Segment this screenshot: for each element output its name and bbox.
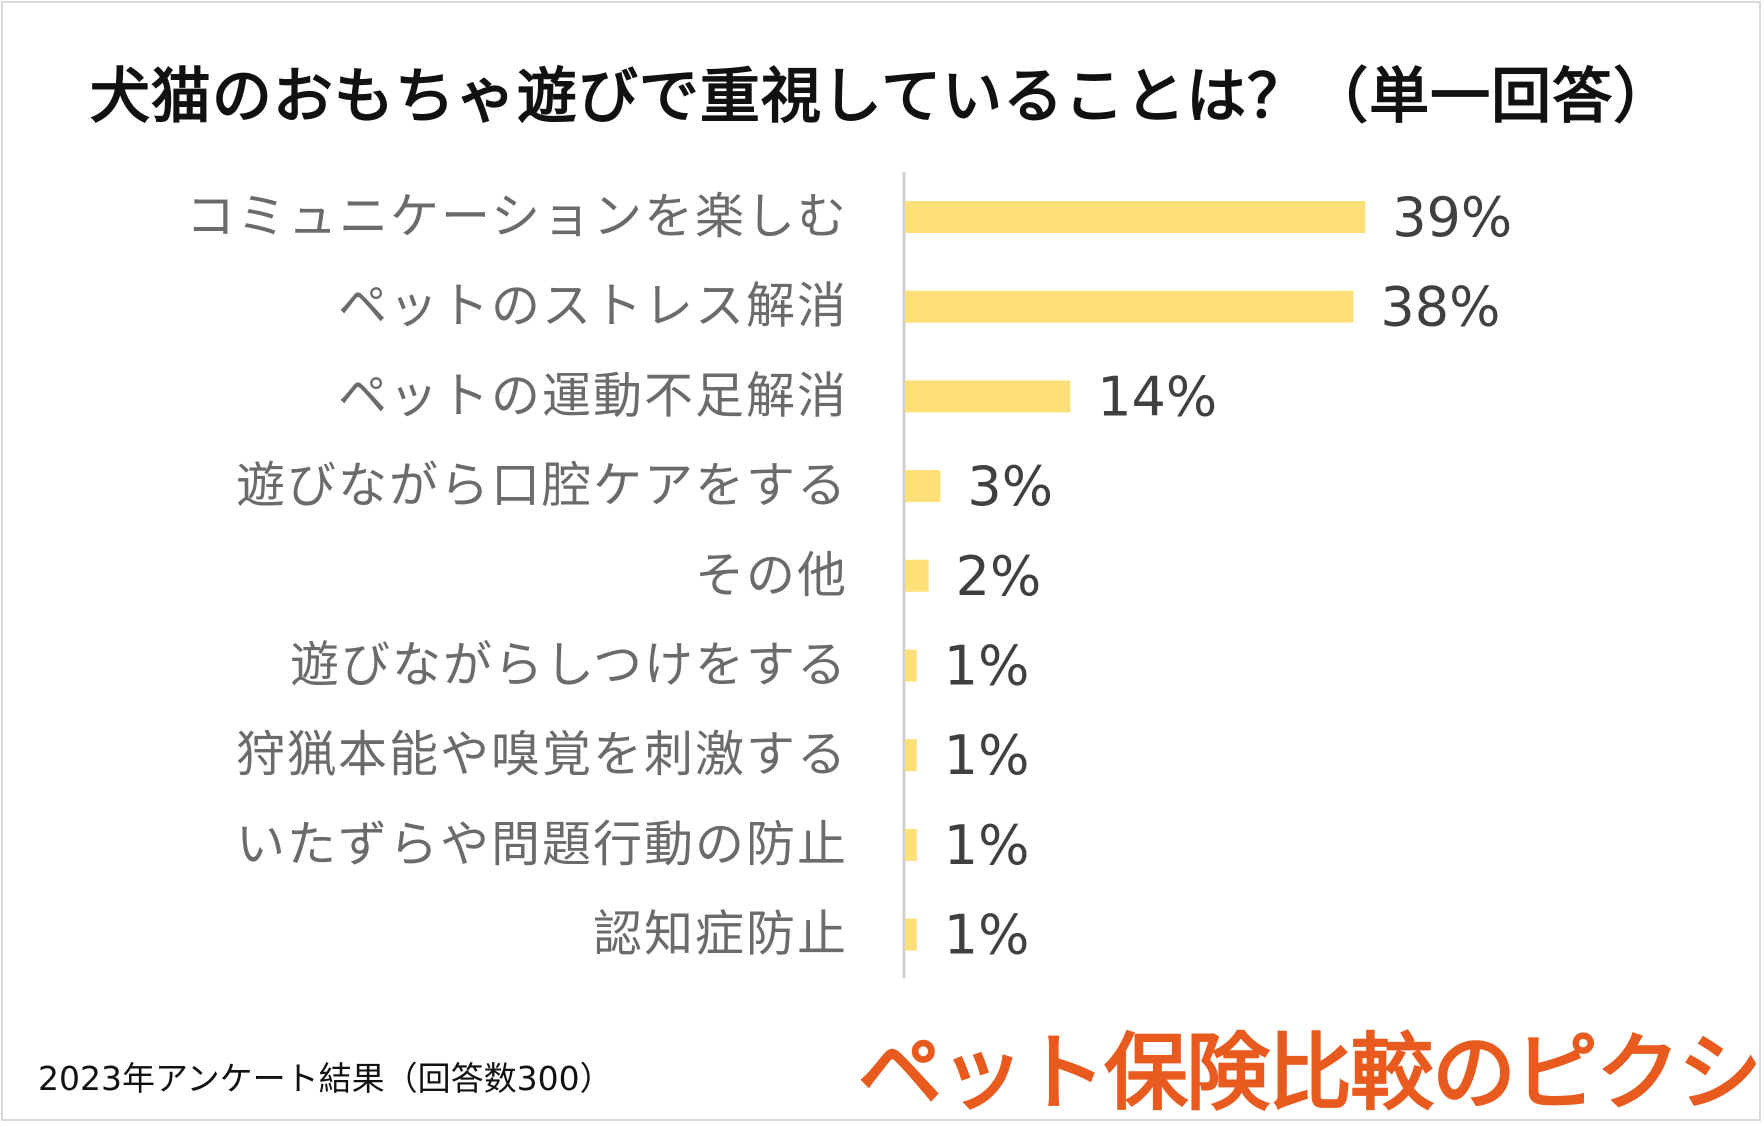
category-label: いたずらや問題行動の防止 bbox=[236, 816, 848, 873]
category-label: ペットのストレス解消 bbox=[338, 278, 848, 335]
value-label: 2% bbox=[956, 545, 1042, 608]
category-label: 狩猟本能や嗅覚を刺激する bbox=[236, 726, 848, 783]
category-label: 認知症防止 bbox=[593, 906, 848, 963]
bar bbox=[905, 201, 1366, 233]
category-label: ペットの運動不足解消 bbox=[338, 367, 848, 424]
value-label: 3% bbox=[967, 455, 1053, 518]
category-label: その他 bbox=[695, 547, 848, 604]
bar bbox=[905, 918, 917, 951]
bar bbox=[905, 290, 1354, 323]
category-label: 遊びながらしつけをする bbox=[290, 637, 848, 694]
value-label: 1% bbox=[944, 814, 1030, 877]
value-label: 1% bbox=[944, 904, 1030, 967]
bar bbox=[905, 739, 917, 772]
category-label: 遊びながら口腔ケアをする bbox=[236, 457, 848, 514]
bar bbox=[905, 470, 941, 503]
chart-title: 犬猫のおもちゃ遊びで重視していることは？（単一回答） bbox=[89, 62, 1675, 132]
bar bbox=[905, 828, 917, 861]
value-label: 38% bbox=[1380, 276, 1500, 339]
value-label: 1% bbox=[944, 635, 1030, 698]
value-label: 39% bbox=[1392, 186, 1512, 249]
survey-footnote: 2023年アンケート結果（回答数300） bbox=[38, 1059, 613, 1098]
category-label: コミュニケーションを楽しむ bbox=[186, 188, 848, 245]
bar bbox=[905, 559, 929, 592]
value-label: 14% bbox=[1097, 365, 1217, 428]
value-label: 1% bbox=[944, 724, 1030, 787]
bar bbox=[905, 649, 917, 682]
bar bbox=[905, 380, 1071, 413]
brand-logo: ペット保険比較のピクシー bbox=[858, 1024, 1764, 1122]
